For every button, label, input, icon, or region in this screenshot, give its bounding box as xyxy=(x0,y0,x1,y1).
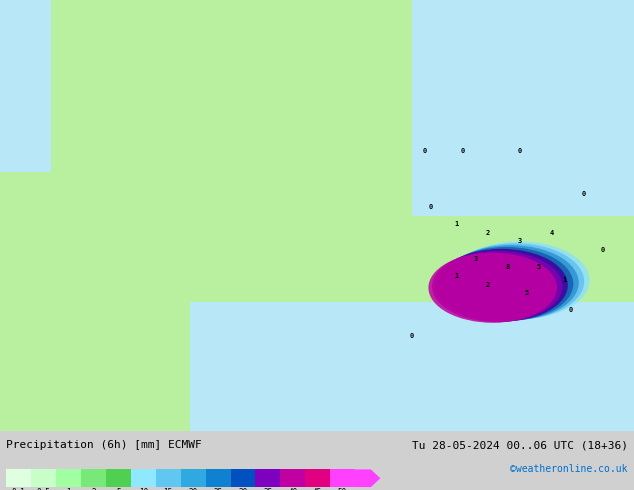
Text: 15: 15 xyxy=(164,488,173,490)
Text: 30: 30 xyxy=(238,488,248,490)
Text: 0: 0 xyxy=(461,148,465,154)
Bar xyxy=(6,469,31,487)
Text: 0: 0 xyxy=(569,307,573,314)
Text: 10: 10 xyxy=(139,488,148,490)
Text: 1: 1 xyxy=(455,221,458,227)
Bar xyxy=(231,469,256,487)
Bar xyxy=(131,469,156,487)
Ellipse shape xyxy=(432,251,562,322)
Text: 35: 35 xyxy=(263,488,273,490)
Ellipse shape xyxy=(450,242,590,319)
Text: 25: 25 xyxy=(214,488,223,490)
FancyArrow shape xyxy=(355,469,380,487)
Text: 0.5: 0.5 xyxy=(37,488,51,490)
FancyBboxPatch shape xyxy=(190,302,634,431)
Text: 5: 5 xyxy=(537,264,541,270)
Text: 0: 0 xyxy=(410,333,414,340)
Text: 0: 0 xyxy=(581,191,585,197)
Ellipse shape xyxy=(429,252,557,323)
Bar xyxy=(256,469,280,487)
Text: 4: 4 xyxy=(550,230,553,236)
Text: 0.1: 0.1 xyxy=(12,488,26,490)
Bar xyxy=(181,469,205,487)
Text: 3: 3 xyxy=(518,239,522,245)
Text: 0: 0 xyxy=(429,204,433,210)
Bar xyxy=(280,469,305,487)
Text: 8: 8 xyxy=(505,264,509,270)
Text: 0: 0 xyxy=(600,247,604,253)
Bar xyxy=(81,469,106,487)
Bar xyxy=(31,469,56,487)
Text: 40: 40 xyxy=(288,488,297,490)
Text: 2: 2 xyxy=(91,488,96,490)
Text: 0: 0 xyxy=(423,148,427,154)
Text: 5: 5 xyxy=(524,290,528,296)
Text: 20: 20 xyxy=(188,488,198,490)
Bar xyxy=(205,469,231,487)
Text: 1: 1 xyxy=(455,273,458,279)
Ellipse shape xyxy=(439,247,573,321)
Bar xyxy=(156,469,181,487)
FancyBboxPatch shape xyxy=(0,0,634,431)
Text: 50: 50 xyxy=(338,488,347,490)
Bar xyxy=(330,469,355,487)
Text: 2: 2 xyxy=(486,230,490,236)
Ellipse shape xyxy=(443,245,579,320)
Text: 1: 1 xyxy=(562,277,566,283)
Text: 45: 45 xyxy=(313,488,322,490)
Text: 2: 2 xyxy=(486,282,490,288)
Text: Precipitation (6h) [mm] ECMWF: Precipitation (6h) [mm] ECMWF xyxy=(6,440,202,450)
Text: 0: 0 xyxy=(518,148,522,154)
FancyBboxPatch shape xyxy=(0,0,51,172)
Text: ©weatheronline.co.uk: ©weatheronline.co.uk xyxy=(510,464,628,473)
Text: 1: 1 xyxy=(67,488,71,490)
Ellipse shape xyxy=(446,244,584,319)
Bar xyxy=(305,469,330,487)
Text: 3: 3 xyxy=(474,256,477,262)
Ellipse shape xyxy=(436,249,568,321)
Text: 5: 5 xyxy=(116,488,120,490)
Bar xyxy=(56,469,81,487)
Text: Tu 28-05-2024 00..06 UTC (18+36): Tu 28-05-2024 00..06 UTC (18+36) xyxy=(411,440,628,450)
Bar xyxy=(106,469,131,487)
FancyBboxPatch shape xyxy=(412,0,634,216)
